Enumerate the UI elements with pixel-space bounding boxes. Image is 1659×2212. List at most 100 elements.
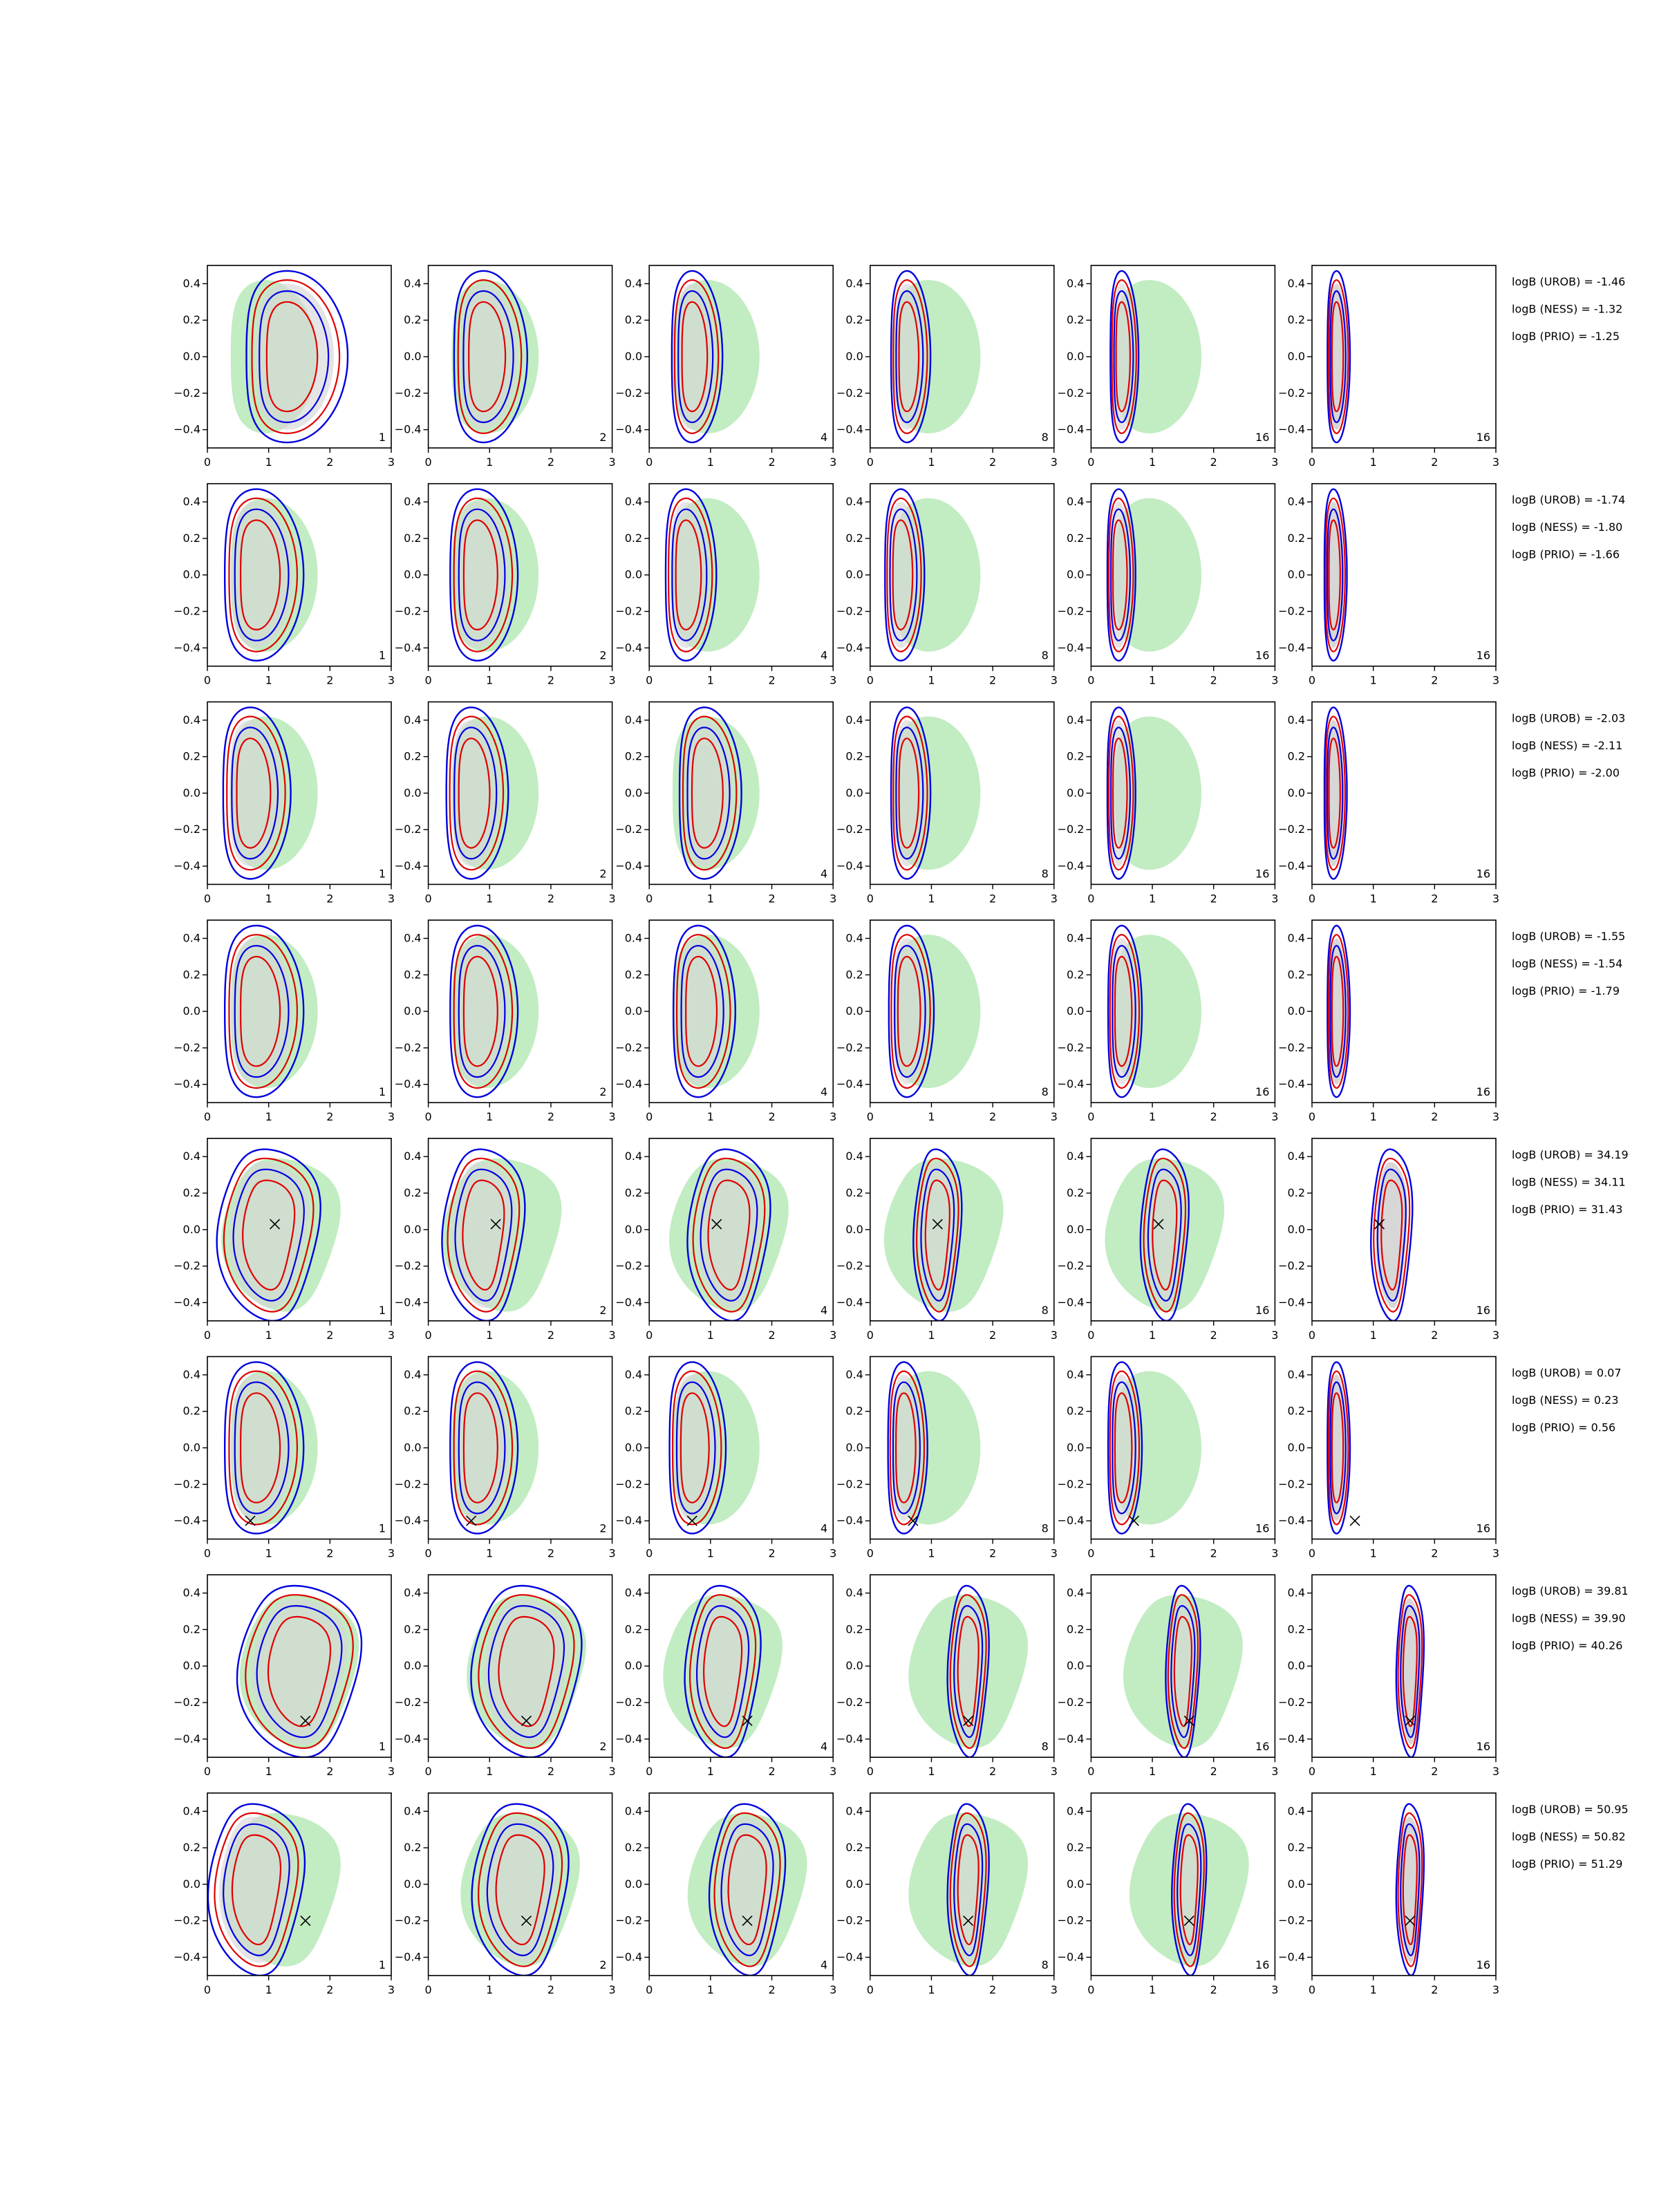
y-tick-label: −0.4 bbox=[1058, 1951, 1085, 1964]
posterior-gray-region bbox=[676, 283, 716, 430]
panel-contours bbox=[883, 1148, 1004, 1321]
x-tick-label: 1 bbox=[1149, 1110, 1156, 1123]
posterior-gray-region bbox=[1111, 938, 1138, 1085]
y-tick-label: −0.4 bbox=[174, 1732, 200, 1745]
y-tick-label: 0.2 bbox=[845, 313, 863, 326]
y-tick-label: 0.4 bbox=[183, 276, 200, 290]
panel-count-label: 4 bbox=[821, 1304, 827, 1317]
blue-contour-outer bbox=[946, 1803, 990, 1976]
x-tick-label: 0 bbox=[1087, 1329, 1094, 1342]
y-tick-label: 0.4 bbox=[404, 276, 421, 290]
red-contour-outer bbox=[886, 497, 922, 653]
red-contour-outer bbox=[223, 1157, 315, 1313]
x-tick-label: 2 bbox=[1431, 1110, 1438, 1123]
x-tick-label: 3 bbox=[830, 1110, 836, 1123]
panel-r5-c2: 0.40.20.0−0.2−0.40 1 2 32 bbox=[395, 1138, 616, 1342]
y-tick-label: −0.4 bbox=[615, 1951, 642, 1964]
posterior-gray-region bbox=[894, 720, 926, 866]
x-tick-label: 0 bbox=[1087, 1765, 1094, 1778]
y-tick-label: −0.2 bbox=[836, 1259, 863, 1273]
y-tick-label: 0.2 bbox=[183, 750, 200, 763]
panel-r6-c6: 0.4 0.2 0.0 −0.2 −0.4 0 1 2 316 bbox=[1278, 1356, 1499, 1560]
red-contour-inner bbox=[898, 301, 920, 413]
y-tick-label: 0.4 bbox=[1067, 495, 1084, 508]
blue-contour-outer bbox=[449, 488, 519, 662]
y-tick-label: −0.2 bbox=[395, 823, 422, 836]
y-tick-label: 0.2 bbox=[183, 968, 200, 981]
x-tick-label: 1 bbox=[928, 674, 935, 687]
panel-contours bbox=[672, 706, 760, 880]
x-tick-label: 1 bbox=[265, 1110, 272, 1123]
x-tick-label: 0 bbox=[1087, 674, 1094, 687]
blue-contour-inner bbox=[486, 1823, 554, 1957]
y-tick-label: 0.4 bbox=[1067, 1804, 1084, 1817]
y-tick-label: 0.0 bbox=[1067, 1223, 1084, 1236]
red-contour-inner bbox=[1328, 519, 1341, 631]
y-tick-label: −0.4 bbox=[615, 423, 642, 436]
x-tick-label: 2 bbox=[768, 1110, 775, 1123]
logb-text: logB (PRIO) = -1.25 bbox=[1512, 330, 1620, 343]
x-tick-label: 1 bbox=[486, 456, 493, 469]
x-tick-label: 1 bbox=[1370, 1110, 1377, 1123]
y-tick-label: 0.2 bbox=[183, 532, 200, 545]
red-contour-inner bbox=[265, 301, 319, 413]
y-tick-label: 0.2 bbox=[1288, 750, 1305, 763]
red-contour-inner bbox=[892, 519, 914, 631]
x-tick-label: 3 bbox=[1492, 1110, 1499, 1123]
panel-contours bbox=[1105, 1148, 1225, 1321]
x-tick-label: 3 bbox=[1051, 456, 1058, 469]
x-tick-label: 1 bbox=[1370, 1547, 1377, 1560]
prior-green-region bbox=[1114, 716, 1201, 870]
red-contour-inner bbox=[685, 955, 718, 1067]
x-tick-label: 0 bbox=[425, 456, 432, 469]
y-tick-label: −0.4 bbox=[1278, 1078, 1305, 1091]
red-contour-inner bbox=[240, 1392, 281, 1503]
blue-contour-outer bbox=[1107, 924, 1143, 1098]
y-tick-label: 0.2 bbox=[404, 1405, 421, 1418]
x-tick-label: 0 bbox=[1309, 456, 1315, 469]
panel-r7-c4: 0.4 0.2 0.0 −0.2 −0.4 0 1 2 38 bbox=[836, 1574, 1058, 1778]
logb-annotations-r8: logB (UROB) = 50.95 logB (NESS) = 50.82 lo… bbox=[1512, 1803, 1629, 1871]
x-tick-label: 0 bbox=[1309, 892, 1315, 905]
panel-contours bbox=[449, 1361, 539, 1535]
blue-contour-outer bbox=[1323, 706, 1348, 880]
red-contour-inner bbox=[897, 955, 921, 1067]
panel-contours bbox=[687, 1803, 807, 1976]
x-tick-label: 2 bbox=[989, 1983, 996, 1996]
panel-r8-c6: 0.4 0.2 0.0 −0.2 −0.4 0 1 2 316 bbox=[1278, 1792, 1499, 1996]
y-tick-label: −0.2 bbox=[174, 605, 200, 618]
panel-count-label: 16 bbox=[1477, 1958, 1490, 1971]
panel-count-label: 4 bbox=[821, 1522, 827, 1535]
x-tick-label: 0 bbox=[1087, 456, 1094, 469]
red-contour-outer bbox=[447, 1157, 521, 1313]
posterior-gray-region bbox=[679, 938, 727, 1085]
x-tick-label: 2 bbox=[326, 456, 333, 469]
y-tick-label: −0.4 bbox=[1058, 1078, 1085, 1091]
panel-contours bbox=[216, 1148, 341, 1321]
red-contour-inner bbox=[1152, 1179, 1178, 1291]
panel-count-label: 2 bbox=[599, 1304, 606, 1317]
panel-contours bbox=[669, 1148, 789, 1321]
y-tick-label: −0.4 bbox=[1058, 1732, 1085, 1745]
panel-contours bbox=[1327, 924, 1351, 1098]
blue-contour-inner bbox=[677, 290, 714, 424]
x-tick-label: 0 bbox=[204, 1110, 211, 1123]
y-tick-label: 0.4 bbox=[1067, 1586, 1084, 1600]
y-tick-label: 0.4 bbox=[625, 1150, 642, 1163]
y-tick-label: 0.0 bbox=[1288, 1441, 1305, 1454]
x-tick-label: 3 bbox=[830, 1547, 836, 1560]
y-tick-label: 0.2 bbox=[1067, 750, 1084, 763]
y-tick-label: 0.4 bbox=[1067, 713, 1084, 727]
x-tick-label: 3 bbox=[1492, 1329, 1499, 1342]
blue-contour-outer bbox=[1139, 1148, 1190, 1321]
posterior-gray-region bbox=[232, 1374, 293, 1521]
blue-contour-outer bbox=[224, 488, 305, 662]
x-tick-label: 3 bbox=[1271, 1547, 1278, 1560]
posterior-gray-region bbox=[675, 1374, 718, 1521]
blue-contour-outer bbox=[664, 488, 718, 662]
x-tick-label: 2 bbox=[1210, 1547, 1217, 1560]
true-value-marker bbox=[490, 1219, 501, 1230]
panel-r6-c1: 0.40.20.0−0.2−0.40 1 2 31 bbox=[174, 1356, 395, 1560]
logb-text: logB (PRIO) = 51.29 bbox=[1512, 1857, 1622, 1871]
y-tick-label: −0.2 bbox=[1278, 1259, 1305, 1273]
